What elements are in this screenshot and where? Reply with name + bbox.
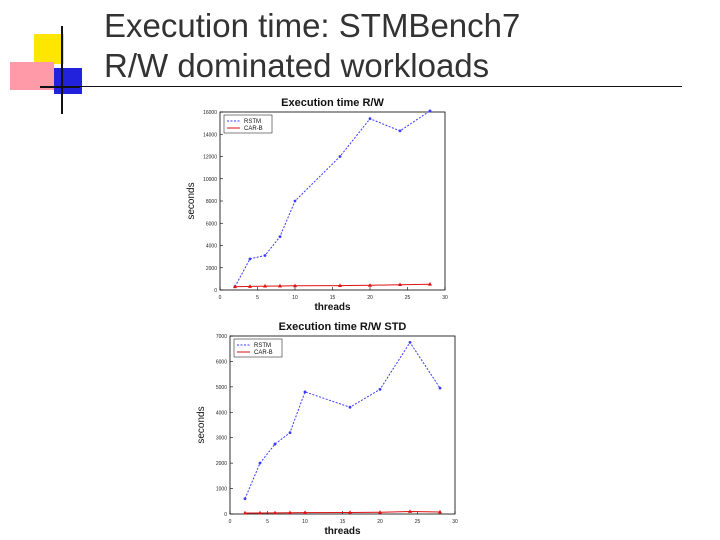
chart2-x-tick-label: 25 (415, 519, 421, 525)
decor-vertical-line (61, 26, 63, 114)
chart1-x-tick-label: 5 (256, 295, 259, 301)
chart1-x-axis-label: threads (314, 302, 351, 313)
chart2-title: Execution time R/W STD (279, 321, 407, 333)
chart2-data-point-rstm (303, 390, 307, 394)
chart1-series-line-rstm (234, 110, 431, 287)
chart2-y-tick-label: 1000 (216, 487, 227, 493)
chart1-y-tick-label: 0 (214, 288, 217, 294)
chart2-legend-label-rstm: RSTM (254, 343, 271, 349)
chart2-x-tick-label: 20 (377, 519, 383, 525)
chart1-data-point-rstm (428, 109, 432, 113)
chart2-data-point-rstm (273, 442, 277, 446)
chart1-x-tick-label: 0 (219, 295, 222, 301)
slide-title-line-1: Execution time: STMBench7 (104, 7, 521, 44)
chart1-data-point-car-b (398, 282, 402, 287)
chart2-data-point-car-b (378, 510, 382, 514)
chart1-data-point-car-b (338, 283, 342, 287)
chart1-y-tick-label: 2000 (206, 266, 217, 272)
chart1-y-tick-label: 14000 (203, 132, 217, 138)
chart1-x-tick-label: 15 (330, 295, 336, 301)
decor-blue-square (54, 68, 82, 94)
chart1-y-tick-label: 4000 (206, 244, 217, 250)
chart1-y-tick-label: 8000 (206, 199, 217, 205)
chart1-data-point-car-b (233, 284, 237, 289)
chart1-x-tick-label: 20 (367, 295, 373, 301)
chart2-data-point-car-b (348, 510, 352, 514)
chart2-data-point-car-b (438, 509, 442, 514)
chart1-y-tick-label: 6000 (206, 221, 217, 227)
chart2-data-point-car-b (243, 510, 247, 515)
chart1-y-tick-label: 16000 (203, 110, 217, 116)
decor-yellow-square (34, 34, 64, 64)
chart-execution-time-rw: Execution time R/W 0 5 10 15 20 25 30 0 2000 4000 6… (186, 97, 448, 313)
chart2-y-axis-label: seconds (196, 406, 207, 443)
chart2-x-tick-label: 5 (266, 519, 269, 525)
chart2-data-point-rstm (288, 431, 292, 435)
chart2-series-line-rstm (244, 341, 441, 499)
chart2-plot-frame (229, 335, 456, 515)
chart-execution-time-rw-std: Execution time R/W STD 0 5 10 15 20 25 30 0 1000 2… (196, 321, 458, 537)
decor-pink-square (10, 62, 54, 90)
chart2-y-tick-label: 0 (224, 512, 227, 518)
chart1-data-point-rstm (338, 155, 342, 158)
chart1-data-point-car-b (428, 282, 432, 286)
chart1-data-point-car-b (278, 283, 282, 288)
chart1-data-point-rstm (278, 235, 282, 239)
chart2-y-tick-label: 7000 (216, 334, 227, 340)
chart1-data-point-rstm (248, 257, 252, 261)
chart2-x-tick-label: 0 (229, 519, 232, 525)
decor-horizontal-line-accent (40, 86, 80, 88)
slide-title: Execution time: STMBench7 R/W dominated … (104, 6, 520, 86)
chart1-data-point-rstm (263, 254, 267, 257)
chart1-y-tick-label: 10000 (203, 177, 217, 183)
chart1-data-point-car-b (293, 283, 297, 288)
chart2-data-point-rstm (378, 388, 382, 391)
chart1-data-point-car-b (368, 283, 372, 287)
chart2-y-tick-label: 2000 (216, 461, 227, 467)
chart2-data-point-rstm (438, 386, 442, 390)
chart2-data-point-car-b (408, 509, 412, 513)
chart1-x-tick-label: 25 (405, 295, 411, 301)
chart1-x-tick-label: 30 (442, 295, 448, 301)
chart2-data-point-rstm (348, 405, 352, 409)
chart1-y-tick-label: 12000 (203, 155, 217, 161)
chart2-x-tick-label: 10 (302, 519, 308, 525)
chart2-data-point-car-b (288, 510, 292, 515)
chart2-data-point-car-b (258, 510, 262, 515)
chart2-y-tick-label: 5000 (216, 385, 227, 391)
chart1-title: Execution time R/W (281, 97, 384, 109)
chart1-plot-frame (219, 111, 446, 291)
chart1-data-point-rstm (293, 199, 297, 203)
chart2-data-point-car-b (273, 510, 277, 515)
chart2-legend-label-car-b: CAR-B (254, 350, 273, 356)
chart2-data-point-rstm (408, 340, 412, 344)
chart1-legend-label-car-b: CAR-B (244, 126, 263, 132)
chart1-y-axis-label: seconds (186, 182, 197, 219)
chart2-x-tick-label: 15 (340, 519, 346, 525)
chart1-x-tick-label: 10 (292, 295, 298, 301)
chart1-legend-label-rstm: RSTM (244, 119, 261, 125)
chart2-x-axis-label: threads (324, 526, 361, 537)
chart2-x-tick-label: 30 (452, 519, 458, 525)
chart2-data-point-rstm (258, 461, 262, 465)
chart2-y-tick-label: 6000 (216, 359, 227, 365)
chart1-data-point-rstm (368, 117, 372, 121)
slide-title-line-2: R/W dominated workloads (104, 47, 490, 84)
chart2-data-point-car-b (303, 510, 307, 515)
chart1-data-point-rstm (398, 129, 402, 133)
chart1-data-point-car-b (248, 284, 252, 288)
chart2-y-tick-label: 3000 (216, 436, 227, 442)
chart2-data-point-rstm (243, 497, 247, 501)
decor-horizontal-line (42, 86, 682, 87)
chart1-data-point-car-b (263, 283, 267, 288)
chart2-y-tick-label: 4000 (216, 410, 227, 416)
